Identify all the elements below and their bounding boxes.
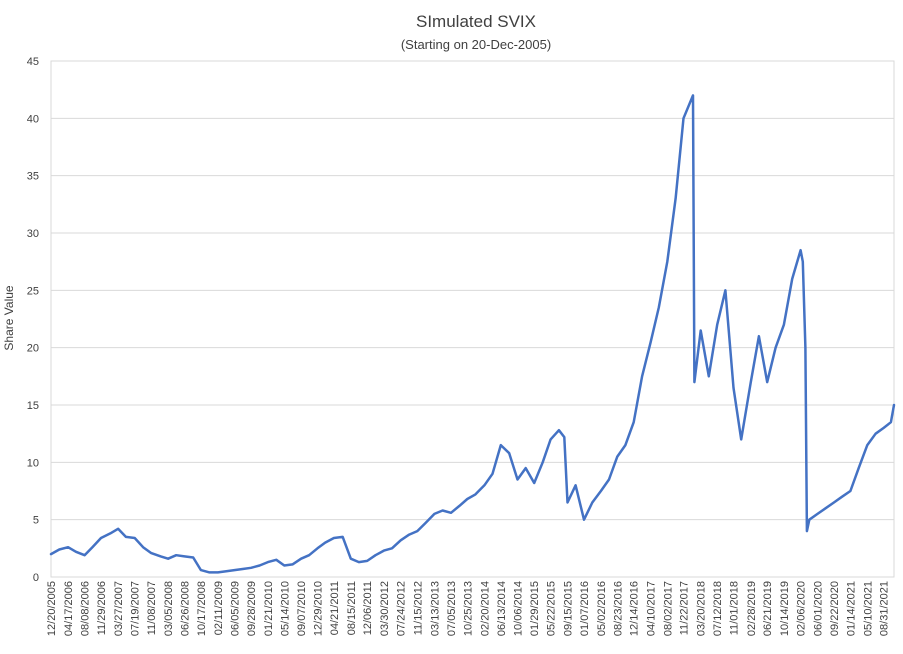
- y-tick-labels: 0 5 10 15 20 25 30 35 40 45: [27, 56, 39, 584]
- x-tick-labels: 12/20/2005 04/17/2006 08/08/2006 11/29/2006…: [46, 581, 891, 636]
- x-tick-label: 11/29/2006: [96, 581, 108, 635]
- y-tick-label: 5: [33, 515, 39, 527]
- y-tick-label: 40: [27, 113, 39, 125]
- x-tick-label: 01/29/2015: [529, 581, 541, 636]
- x-tick-label: 12/20/2005: [46, 581, 58, 636]
- x-tick-label: 08/23/2016: [612, 581, 624, 636]
- x-tick-label: 10/14/2019: [779, 581, 791, 636]
- x-tick-label: 09/07/2010: [296, 581, 308, 636]
- gridlines: [51, 60, 894, 578]
- x-tick-label: 05/14/2010: [279, 581, 291, 636]
- y-tick-label: 35: [27, 171, 39, 183]
- x-tick-label: 07/05/2013: [446, 581, 458, 636]
- x-tick-label: 11/01/2018: [729, 581, 741, 635]
- y-axis-label: Share Value: [2, 285, 16, 350]
- y-tick-label: 10: [27, 457, 39, 469]
- y-tick-label: 0: [33, 572, 39, 584]
- x-tick-label: 02/11/2009: [213, 581, 225, 635]
- x-tick-label: 10/25/2013: [462, 581, 474, 636]
- x-tick-label: 03/30/2012: [379, 581, 391, 636]
- series-layer: [49, 94, 896, 574]
- x-tick-label: 02/06/2020: [796, 581, 808, 636]
- x-tick-label: 12/06/2011: [362, 581, 374, 635]
- x-tick-label: 12/29/2010: [313, 581, 325, 636]
- x-tick-label: 06/21/2019: [762, 581, 774, 636]
- x-tick-label: 04/10/2017: [646, 581, 658, 636]
- x-tick-label: 04/17/2006: [63, 581, 75, 636]
- x-tick-label: 01/14/2021: [845, 581, 857, 636]
- x-tick-label: 11/08/2007: [146, 581, 158, 635]
- x-tick-label: 06/13/2014: [496, 581, 508, 636]
- plot-frame: [50, 60, 895, 578]
- chart-subtitle: (Starting on 20-Dec-2005): [401, 37, 551, 52]
- x-tick-label: 05/22/2015: [546, 581, 558, 636]
- x-tick-label: 02/20/2014: [479, 581, 491, 636]
- x-tick-label: 08/02/2017: [662, 581, 674, 636]
- series-line: [49, 94, 896, 574]
- x-tick-label: 07/19/2007: [130, 581, 142, 636]
- x-tick-label: 10/17/2008: [196, 581, 208, 636]
- y-tick-label: 30: [27, 228, 39, 240]
- x-tick-label: 09/28/2009: [246, 581, 258, 636]
- x-tick-label: 01/07/2016: [579, 581, 591, 636]
- x-tick-label: 06/01/2020: [812, 581, 824, 636]
- x-tick-label: 08/31/2021: [879, 581, 891, 636]
- y-tick-label: 15: [27, 400, 39, 412]
- x-tick-label: 03/13/2013: [429, 581, 441, 636]
- x-tick-label: 03/20/2018: [696, 581, 708, 636]
- chart-title: SImulated SVIX: [416, 12, 536, 31]
- x-tick-label: 05/02/2016: [596, 581, 608, 636]
- x-tick-label: 12/14/2016: [629, 581, 641, 636]
- x-tick-label: 05/10/2021: [862, 581, 874, 636]
- x-tick-label: 09/15/2015: [562, 581, 574, 636]
- x-tick-label: 07/12/2018: [712, 581, 724, 636]
- y-tick-label: 25: [27, 285, 39, 297]
- x-tick-label: 04/21/2011: [329, 581, 341, 635]
- x-tick-label: 07/24/2012: [396, 581, 408, 636]
- x-tick-label: 03/27/2007: [113, 581, 125, 636]
- x-tick-label: 06/26/2008: [179, 581, 191, 636]
- x-tick-label: 06/05/2009: [229, 581, 241, 636]
- x-tick-label: 02/28/2019: [746, 581, 758, 636]
- x-tick-label: 10/06/2014: [513, 581, 525, 636]
- x-tick-label: 08/08/2006: [80, 581, 92, 636]
- x-tick-label: 08/15/2011: [346, 581, 358, 635]
- y-tick-label: 45: [27, 56, 39, 68]
- x-tick-label: 11/15/2012: [412, 581, 424, 635]
- x-tick-label: 11/22/2017: [679, 581, 691, 635]
- y-tick-label: 20: [27, 343, 39, 355]
- x-tick-label: 01/21/2010: [263, 581, 275, 636]
- x-tick-label: 03/05/2008: [163, 581, 175, 636]
- x-tick-label: 09/22/2020: [829, 581, 841, 636]
